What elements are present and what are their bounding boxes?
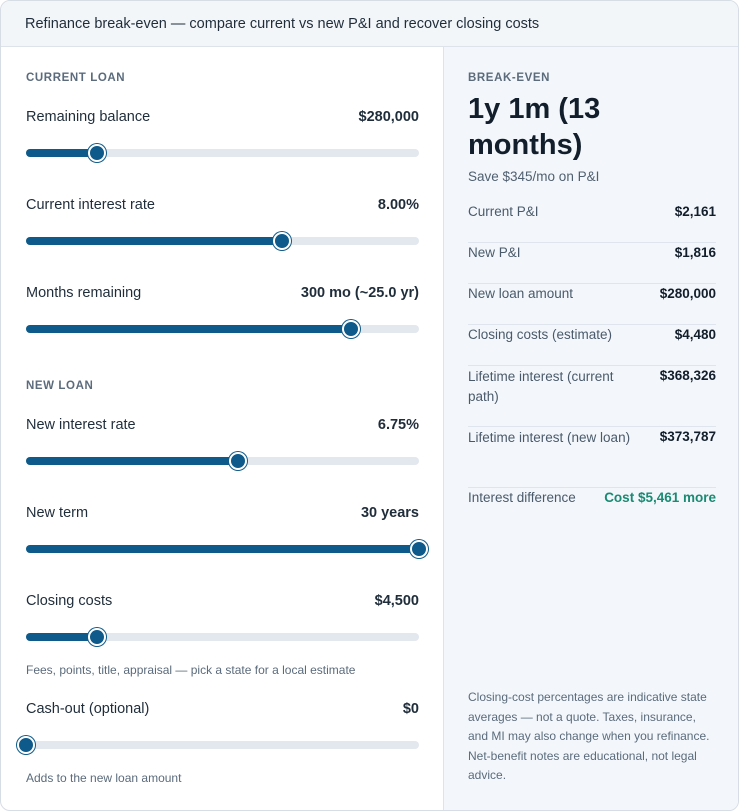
current-rate-label: Current interest rate bbox=[26, 197, 155, 213]
remaining-balance-slider-fill bbox=[26, 149, 97, 157]
remaining-balance-slider-thumb[interactable] bbox=[87, 144, 106, 162]
closing-costs-label: Closing costs bbox=[26, 593, 113, 609]
inputs-panel: CURRENT LOAN Remaining balance $280,000 … bbox=[1, 47, 443, 810]
new-rate-value: 6.75% bbox=[377, 417, 419, 433]
monthly-savings-text: Save $345/mo on P&I bbox=[468, 169, 600, 184]
stat-label: New P&I bbox=[468, 245, 521, 260]
months-remaining-slider-fill bbox=[26, 325, 351, 333]
break-even-headline: 1y 1m (13 months) bbox=[468, 93, 601, 161]
stat-value-accent: Cost $5,461 more bbox=[604, 490, 716, 505]
remaining-balance-label: Remaining balance bbox=[26, 109, 151, 125]
new-term-label: New term bbox=[26, 505, 89, 521]
cash-out-slider-thumb[interactable] bbox=[17, 736, 35, 754]
stat-row-new-pi: New P&I $1,816 bbox=[468, 243, 716, 284]
stat-label: New loan amount bbox=[468, 286, 574, 301]
stat-label: Closing costs (estimate) bbox=[468, 327, 613, 342]
remaining-balance-value: $280,000 bbox=[358, 109, 419, 125]
stat-value: $2,161 bbox=[674, 204, 716, 219]
remaining-balance-slider[interactable] bbox=[26, 144, 419, 162]
stat-value: $373,787 bbox=[659, 429, 716, 444]
current-loan-section-label: CURRENT LOAN bbox=[26, 72, 126, 84]
cash-out-slider[interactable] bbox=[17, 736, 419, 754]
current-rate-slider-fill bbox=[26, 237, 283, 245]
months-remaining-value: 300 mo (~25.0 yr) bbox=[300, 285, 419, 301]
new-term-value: 30 years bbox=[360, 505, 419, 521]
stat-value: $4,480 bbox=[674, 327, 716, 342]
new-loan-section-label: NEW LOAN bbox=[26, 380, 94, 392]
stat-label: Interest difference bbox=[468, 490, 576, 505]
stat-row-lifetime-interest-current: Lifetime interest (current path) $368,32… bbox=[468, 366, 716, 427]
new-term-slider[interactable] bbox=[26, 540, 428, 558]
new-rate-slider[interactable] bbox=[26, 452, 419, 470]
closing-costs-value: $4,500 bbox=[374, 593, 419, 609]
stat-label: Lifetime interest (current path) bbox=[468, 369, 614, 404]
closing-costs-slider[interactable] bbox=[26, 628, 419, 646]
new-term-slider-thumb[interactable] bbox=[410, 540, 428, 558]
new-rate-label: New interest rate bbox=[26, 417, 136, 433]
stat-row-lifetime-interest-new: Lifetime interest (new loan) $373,787 bbox=[468, 427, 716, 488]
card-title: Refinance break-even — compare current v… bbox=[25, 16, 540, 32]
cash-out-value: $0 bbox=[402, 701, 419, 717]
closing-costs-slider-thumb[interactable] bbox=[87, 628, 106, 646]
stat-value: $280,000 bbox=[659, 286, 716, 301]
closing-costs-hint: Fees, points, title, appraisal — pick a … bbox=[26, 663, 356, 677]
card-header: Refinance break-even — compare current v… bbox=[1, 1, 738, 47]
stat-label: Current P&I bbox=[468, 204, 539, 219]
closing-costs-slider-fill bbox=[26, 633, 97, 641]
new-rate-slider-fill bbox=[26, 457, 239, 465]
stat-label: Lifetime interest (new loan) bbox=[468, 430, 631, 445]
results-panel: BREAK-EVEN 1y 1m (13 months) Save $345/m… bbox=[443, 47, 738, 810]
stat-value: $1,816 bbox=[674, 245, 716, 260]
months-remaining-label: Months remaining bbox=[26, 285, 142, 301]
months-remaining-slider[interactable] bbox=[26, 320, 419, 338]
break-even-label: BREAK-EVEN bbox=[468, 72, 551, 84]
disclaimer-text: Closing-cost percentages are indicative … bbox=[468, 690, 710, 782]
cash-out-hint: Adds to the new loan amount bbox=[26, 771, 182, 785]
current-rate-slider[interactable] bbox=[26, 232, 419, 250]
stat-row-current-pi: Current P&I $2,161 bbox=[468, 202, 716, 243]
months-remaining-slider-thumb[interactable] bbox=[341, 320, 360, 338]
cash-out-label: Cash-out (optional) bbox=[26, 701, 150, 717]
new-term-slider-fill bbox=[26, 545, 419, 553]
stat-value: $368,326 bbox=[659, 368, 716, 383]
current-rate-value: 8.00% bbox=[377, 197, 419, 213]
stat-row-closing-costs: Closing costs (estimate) $4,480 bbox=[468, 325, 716, 366]
new-rate-slider-thumb[interactable] bbox=[229, 452, 248, 470]
stat-row-interest-difference: Interest difference Cost $5,461 more bbox=[468, 488, 716, 529]
current-rate-slider-thumb[interactable] bbox=[273, 232, 292, 250]
stat-row-new-loan-amount: New loan amount $280,000 bbox=[468, 284, 716, 325]
